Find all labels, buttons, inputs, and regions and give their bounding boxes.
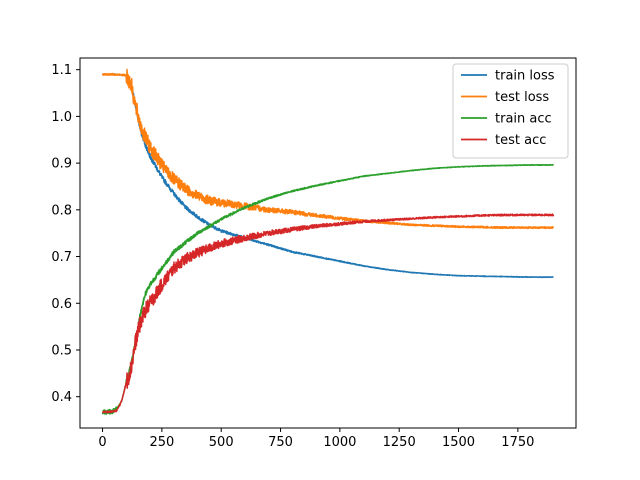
y-tick-label: 0.4: [51, 390, 72, 405]
y-tick-label: 1.1: [51, 63, 72, 78]
x-axis: 0 250 500 750 1000 1250 1500 1750: [98, 428, 534, 450]
series-line-train-loss: [102, 73, 554, 279]
plot-frame: [79, 57, 577, 429]
series-line-test-acc: [102, 213, 555, 414]
legend-box: [452, 63, 569, 159]
legend-label: test loss: [495, 90, 549, 105]
x-tick-label: 1250: [383, 435, 416, 450]
x-tick-label: 1000: [323, 435, 356, 450]
x-tick-label: 1750: [501, 435, 534, 450]
y-tick-label: 0.8: [51, 203, 72, 218]
x-tick-label: 250: [149, 435, 174, 450]
y-tick-label: 0.9: [51, 157, 72, 172]
legend-label: train acc: [495, 112, 552, 127]
y-tick-label: 0.7: [51, 250, 72, 265]
x-tick-label: 500: [209, 435, 234, 450]
series-layer: [101, 68, 555, 415]
legend-label: test acc: [495, 133, 546, 148]
y-axis: 0.4 0.5 0.6 0.7 0.8 0.9 1.0 1.1: [51, 63, 80, 405]
series-line-test-loss: [102, 68, 555, 230]
y-tick-label: 0.5: [51, 343, 72, 358]
y-tick-label: 1.0: [51, 110, 72, 125]
x-tick-label: 750: [268, 435, 293, 450]
legend-label: train loss: [495, 69, 555, 84]
x-tick-label: 0: [98, 435, 106, 450]
y-tick-label: 0.6: [51, 297, 72, 312]
x-tick-label: 1500: [442, 435, 475, 450]
legend: train loss test loss train acc test acc: [452, 63, 569, 159]
series-line-train-acc: [101, 163, 555, 415]
